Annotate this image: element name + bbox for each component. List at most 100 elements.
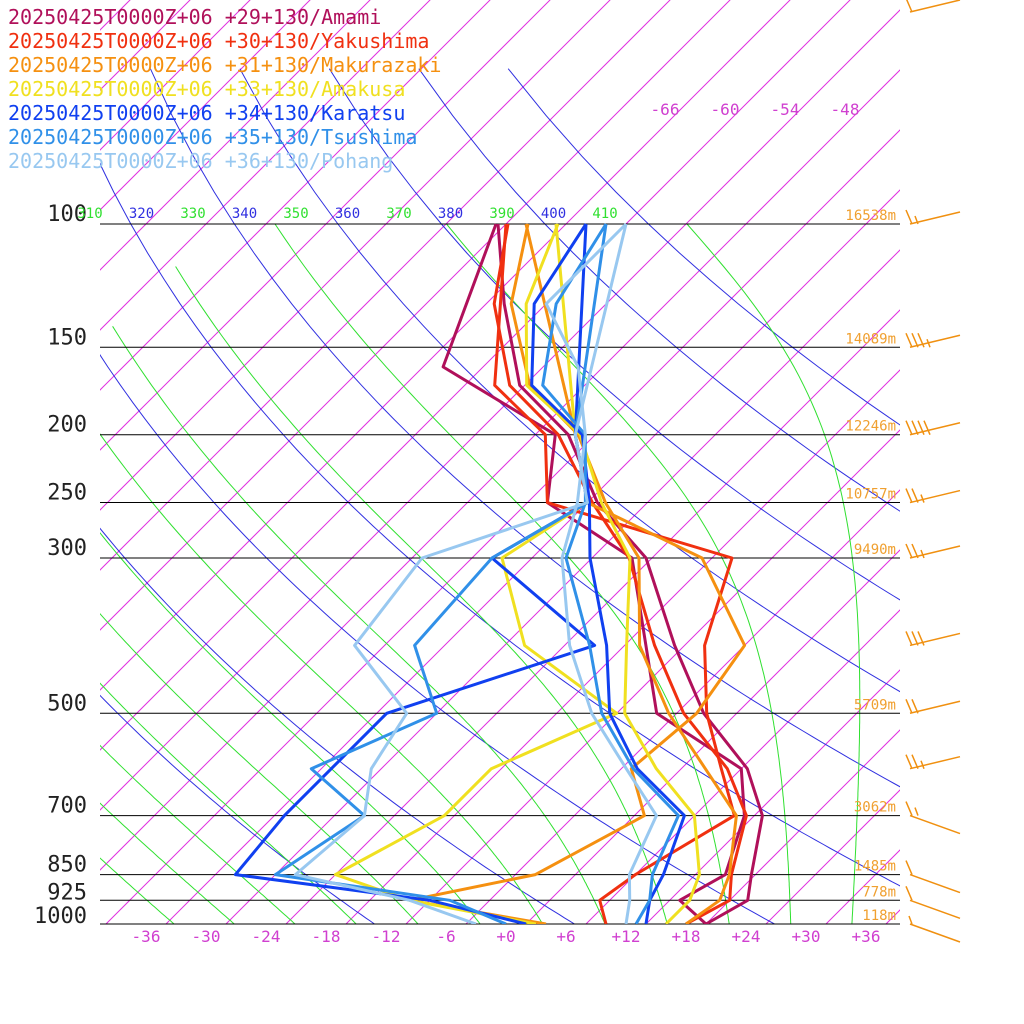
wind-barb [905,698,961,715]
wind-barb [905,332,961,348]
wind-barb-staff [909,545,961,559]
series-temperature-line [496,223,764,924]
x-tick-label: +36 [852,927,881,946]
wind-barb-flag [911,332,919,348]
wind-barb-staff [909,489,961,504]
wind-barb-half [920,760,925,769]
moist-adiabat-line [100,744,296,924]
wind-barb [905,754,961,770]
wind-barb [905,209,961,225]
moist-adiabat-line [100,682,357,924]
isotherm-line [946,0,1024,924]
moist-adiabat-line [446,223,792,924]
wind-barb-staff [909,0,961,13]
wind-barb-flag [917,631,925,646]
x-tick-label: -24 [252,927,281,946]
wind-barb-flag [905,631,913,646]
wind-barb [908,915,961,943]
pressure-label: 250 [47,481,87,506]
x-tick-label: -30 [192,927,221,946]
moist-adiabat-line [100,857,175,924]
wind-barb-staff [909,755,961,770]
wind-barb-flag [905,543,913,559]
theta-label: 380 [438,206,463,222]
height-label: 14089m [845,331,896,347]
wind-barb-staff [909,632,961,647]
wind-barb-half [920,494,925,503]
wind-barb [905,420,961,436]
wind-barb-flag [911,420,919,436]
wind-barb-half [926,339,931,348]
legend-entry: 20250425T0000Z+06 +29+130/Amami [8,5,381,29]
series-dewpoint-line [493,223,736,924]
legend-entry: 20250425T0000Z+06 +30+130/Yakushima [8,29,429,53]
wind-barb-flag [905,332,913,348]
pressure-label: 150 [47,325,87,350]
theta-label: 360 [335,206,360,222]
isobars [100,223,900,925]
moist-adiabat-line [175,266,668,924]
height-label: 118m [862,908,896,924]
series-temperature-line [524,223,701,924]
x-tick-label: +0 [496,927,515,946]
isotherm-line [765,789,900,924]
wind-barb-flag [917,420,925,436]
isotherm-line [825,849,900,924]
wind-barb-staff [909,814,961,835]
height-label: 16538m [845,208,896,224]
x-tick-label: -18 [312,927,341,946]
theta-label: 390 [489,206,514,222]
dry-adiabat-line [100,527,576,924]
x-tick-label: -12 [372,927,401,946]
x-tick-label: +18 [672,927,701,946]
theta-label: 310 [77,206,102,222]
legend-entry: 20250425T0000Z+06 +33+130/Amakusa [8,77,405,101]
x-tick-label: +24 [732,927,761,946]
wind-barb-flag [911,631,919,646]
wind-barb-flag [905,420,913,436]
pressure-label: 200 [47,413,87,438]
legend-entry: 20250425T0000Z+06 +31+130/Makurazaki [8,53,441,77]
pressure-label: 1000 [34,904,87,929]
pressure-label: 850 [47,853,87,878]
wind-barb-staff [909,873,961,894]
isotherm-line [885,909,900,924]
wind-barb-flag [905,801,913,816]
series-temperature-line [541,223,680,924]
wind-barbs [905,0,961,943]
legend-entry: 20250425T0000Z+06 +36+130/Pohang [8,149,393,173]
height-label: 3062m [854,800,896,816]
height-label: 5709m [854,697,896,713]
isotherm-line [100,0,311,211]
moist-adiabat-line [100,433,544,924]
legend: 20250425T0000Z+06 +29+130/Amami20250425T… [8,5,441,173]
isotherm-line [0,0,5,924]
wind-barb-staff [909,421,961,436]
series-temperature-line [509,223,738,924]
wind-barb-half [914,215,919,225]
wind-barb-flag [906,0,913,13]
x-tick-label: -6 [436,927,455,946]
isotherm-label: -48 [831,100,860,119]
isotherm-line [1006,0,1024,924]
legend-entry: 20250425T0000Z+06 +34+130/Karatsu [8,101,405,125]
wind-barb-staff [909,700,961,715]
pressure-label: 700 [47,794,87,819]
wind-barb-flag [917,332,925,348]
x-tick-label: +12 [612,927,641,946]
wind-barb-flag [905,886,913,901]
theta-label: 400 [541,206,566,222]
isotherm-line [705,729,900,924]
pressure-label: 500 [47,691,87,716]
wind-barb-flag [911,543,919,559]
isotherm-line [525,549,900,924]
wind-barb [905,631,961,647]
series-dewpoint-line [293,223,628,924]
wind-barb-flag [911,754,919,770]
wind-barb-half [920,549,925,559]
sounding-profiles [233,222,764,924]
isotherm-line [100,0,251,151]
theta-label: 340 [232,206,257,222]
